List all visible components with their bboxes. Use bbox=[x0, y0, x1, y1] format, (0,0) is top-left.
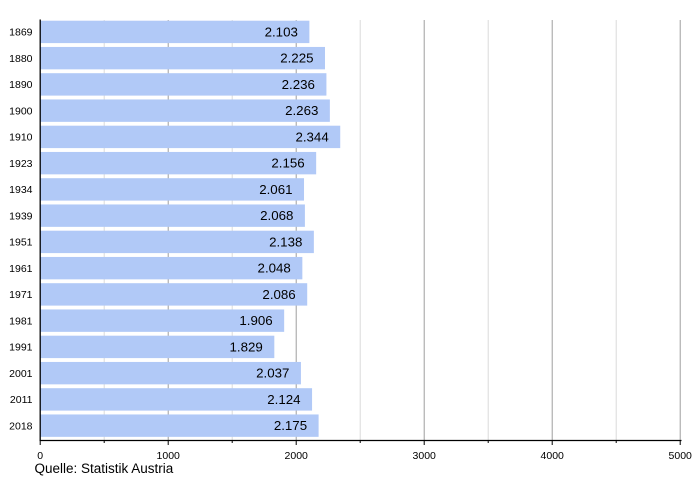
svg-text:1910: 1910 bbox=[9, 132, 33, 144]
svg-text:1961: 1961 bbox=[9, 263, 33, 275]
svg-text:3000: 3000 bbox=[413, 450, 437, 462]
svg-text:2.225: 2.225 bbox=[280, 51, 313, 66]
svg-text:2.175: 2.175 bbox=[274, 418, 307, 433]
svg-text:1939: 1939 bbox=[9, 210, 33, 222]
svg-text:2.344: 2.344 bbox=[295, 129, 328, 144]
svg-text:1900: 1900 bbox=[9, 105, 33, 117]
svg-text:2.086: 2.086 bbox=[262, 287, 295, 302]
svg-text:2000: 2000 bbox=[285, 450, 309, 462]
svg-text:0: 0 bbox=[37, 450, 43, 462]
svg-text:1.906: 1.906 bbox=[239, 313, 272, 328]
svg-text:1923: 1923 bbox=[9, 158, 33, 170]
svg-text:1991: 1991 bbox=[9, 342, 33, 354]
svg-text:2011: 2011 bbox=[10, 394, 33, 406]
svg-text:2001: 2001 bbox=[9, 368, 33, 380]
svg-text:2.263: 2.263 bbox=[285, 103, 318, 118]
svg-text:1.829: 1.829 bbox=[230, 339, 263, 354]
svg-text:2.061: 2.061 bbox=[259, 182, 292, 197]
svg-text:2.037: 2.037 bbox=[256, 366, 289, 381]
svg-text:1890: 1890 bbox=[9, 79, 33, 91]
svg-text:2018: 2018 bbox=[9, 420, 33, 432]
svg-text:1869: 1869 bbox=[9, 27, 33, 39]
svg-text:1951: 1951 bbox=[9, 237, 33, 249]
svg-text:2.138: 2.138 bbox=[269, 234, 302, 249]
svg-text:1981: 1981 bbox=[9, 315, 33, 327]
svg-text:1934: 1934 bbox=[9, 184, 33, 196]
svg-text:2.048: 2.048 bbox=[258, 261, 291, 276]
svg-text:2.156: 2.156 bbox=[271, 156, 304, 171]
svg-text:Quelle: Statistik Austria: Quelle: Statistik Austria bbox=[35, 461, 174, 476]
svg-text:2.124: 2.124 bbox=[267, 392, 300, 407]
svg-text:5000: 5000 bbox=[669, 450, 693, 462]
svg-text:1971: 1971 bbox=[9, 289, 33, 301]
svg-text:4000: 4000 bbox=[541, 450, 565, 462]
svg-text:1000: 1000 bbox=[157, 450, 181, 462]
svg-text:2.103: 2.103 bbox=[265, 24, 298, 39]
svg-text:2.236: 2.236 bbox=[282, 77, 315, 92]
svg-text:1880: 1880 bbox=[9, 53, 33, 65]
svg-text:2.068: 2.068 bbox=[260, 208, 293, 223]
